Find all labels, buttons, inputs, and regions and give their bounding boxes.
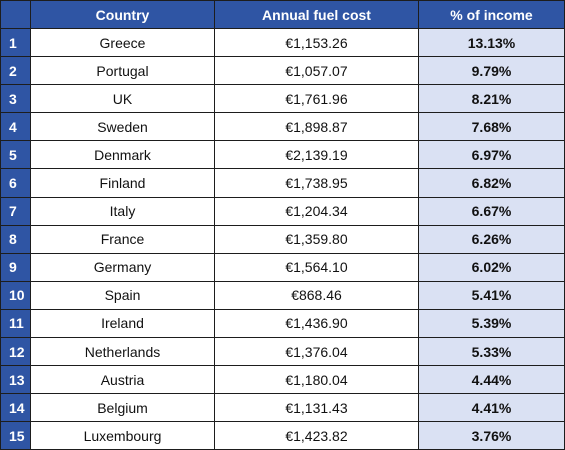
table-body: 1 Greece €1,153.26 13.13% 2 Portugal €1,057.07… — [0, 27, 565, 450]
percent-of-income-cell: 9.79% — [418, 56, 565, 86]
annual-fuel-cost-cell: €1,738.95 — [214, 168, 419, 198]
country-cell: Spain — [30, 280, 215, 310]
rank-cell: 8 — [0, 224, 31, 254]
table-header-row: Country Annual fuel cost % of income — [0, 0, 565, 29]
percent-of-income-cell: 4.44% — [418, 365, 565, 395]
annual-fuel-cost-cell: €1,761.96 — [214, 84, 419, 114]
rank-cell: 14 — [0, 393, 31, 423]
percent-of-income-column-header: % of income — [418, 0, 565, 29]
country-cell: Belgium — [30, 393, 215, 423]
table-row: 5 Denmark €2,139.19 6.97% — [0, 140, 565, 170]
rank-cell: 4 — [0, 112, 31, 142]
annual-fuel-cost-cell: €1,057.07 — [214, 56, 419, 86]
annual-fuel-cost-column-header: Annual fuel cost — [214, 0, 419, 29]
annual-fuel-cost-cell: €1,180.04 — [214, 365, 419, 395]
percent-of-income-cell: 6.82% — [418, 168, 565, 198]
annual-fuel-cost-cell: €1,376.04 — [214, 337, 419, 367]
table-row: 4 Sweden €1,898.87 7.68% — [0, 112, 565, 142]
table-row: 3 UK €1,761.96 8.21% — [0, 84, 565, 114]
table-row: 6 Finland €1,738.95 6.82% — [0, 168, 565, 198]
country-column-header: Country — [30, 0, 215, 29]
country-cell: Austria — [30, 365, 215, 395]
country-cell: France — [30, 224, 215, 254]
annual-fuel-cost-cell: €868.46 — [214, 280, 419, 310]
table-row: 11 Ireland €1,436.90 5.39% — [0, 308, 565, 339]
table-row: 12 Netherlands €1,376.04 5.33% — [0, 337, 565, 367]
table-row: 9 Germany €1,564.10 6.02% — [0, 252, 565, 282]
annual-fuel-cost-cell: €1,436.90 — [214, 308, 419, 339]
table-row: 1 Greece €1,153.26 13.13% — [0, 27, 565, 58]
country-cell: Netherlands — [30, 337, 215, 367]
country-cell: Finland — [30, 168, 215, 198]
percent-of-income-cell: 3.76% — [418, 421, 565, 450]
rank-cell: 9 — [0, 252, 31, 282]
rank-cell: 11 — [0, 308, 31, 339]
rank-cell: 6 — [0, 168, 31, 198]
annual-fuel-cost-cell: €1,898.87 — [214, 112, 419, 142]
rank-cell: 13 — [0, 365, 31, 395]
country-cell: Portugal — [30, 56, 215, 86]
rank-cell: 1 — [0, 27, 31, 58]
percent-of-income-cell: 5.41% — [418, 280, 565, 310]
table-row: 10 Spain €868.46 5.41% — [0, 280, 565, 310]
table-row: 8 France €1,359.80 6.26% — [0, 224, 565, 254]
rank-cell: 5 — [0, 140, 31, 170]
country-cell: Italy — [30, 196, 215, 226]
percent-of-income-cell: 4.41% — [418, 393, 565, 423]
percent-of-income-cell: 6.26% — [418, 224, 565, 254]
table-row: 7 Italy €1,204.34 6.67% — [0, 196, 565, 226]
rank-cell: 15 — [0, 421, 31, 450]
percent-of-income-cell: 7.68% — [418, 112, 565, 142]
country-cell: Ireland — [30, 308, 215, 339]
table-row: 13 Austria €1,180.04 4.44% — [0, 365, 565, 395]
country-cell: Denmark — [30, 140, 215, 170]
rank-cell: 12 — [0, 337, 31, 367]
percent-of-income-cell: 6.97% — [418, 140, 565, 170]
rank-cell: 2 — [0, 56, 31, 86]
table-row: 15 Luxembourg €1,423.82 3.76% — [0, 421, 565, 450]
rank-cell: 7 — [0, 196, 31, 226]
percent-of-income-cell: 5.33% — [418, 337, 565, 367]
table-row: 14 Belgium €1,131.43 4.41% — [0, 393, 565, 423]
annual-fuel-cost-cell: €2,139.19 — [214, 140, 419, 170]
percent-of-income-cell: 6.67% — [418, 196, 565, 226]
rank-cell: 3 — [0, 84, 31, 114]
percent-of-income-cell: 6.02% — [418, 252, 565, 282]
rank-cell: 10 — [0, 280, 31, 310]
country-cell: Germany — [30, 252, 215, 282]
annual-fuel-cost-cell: €1,204.34 — [214, 196, 419, 226]
percent-of-income-cell: 8.21% — [418, 84, 565, 114]
annual-fuel-cost-cell: €1,131.43 — [214, 393, 419, 423]
annual-fuel-cost-cell: €1,359.80 — [214, 224, 419, 254]
percent-of-income-cell: 5.39% — [418, 308, 565, 339]
annual-fuel-cost-cell: €1,153.26 — [214, 27, 419, 58]
annual-fuel-cost-cell: €1,564.10 — [214, 252, 419, 282]
annual-fuel-cost-cell: €1,423.82 — [214, 421, 419, 450]
percent-of-income-cell: 13.13% — [418, 27, 565, 58]
rank-column-header — [0, 0, 31, 29]
country-cell: Sweden — [30, 112, 215, 142]
country-cell: Greece — [30, 27, 215, 58]
country-cell: UK — [30, 84, 215, 114]
country-cell: Luxembourg — [30, 421, 215, 450]
table-row: 2 Portugal €1,057.07 9.79% — [0, 56, 565, 86]
